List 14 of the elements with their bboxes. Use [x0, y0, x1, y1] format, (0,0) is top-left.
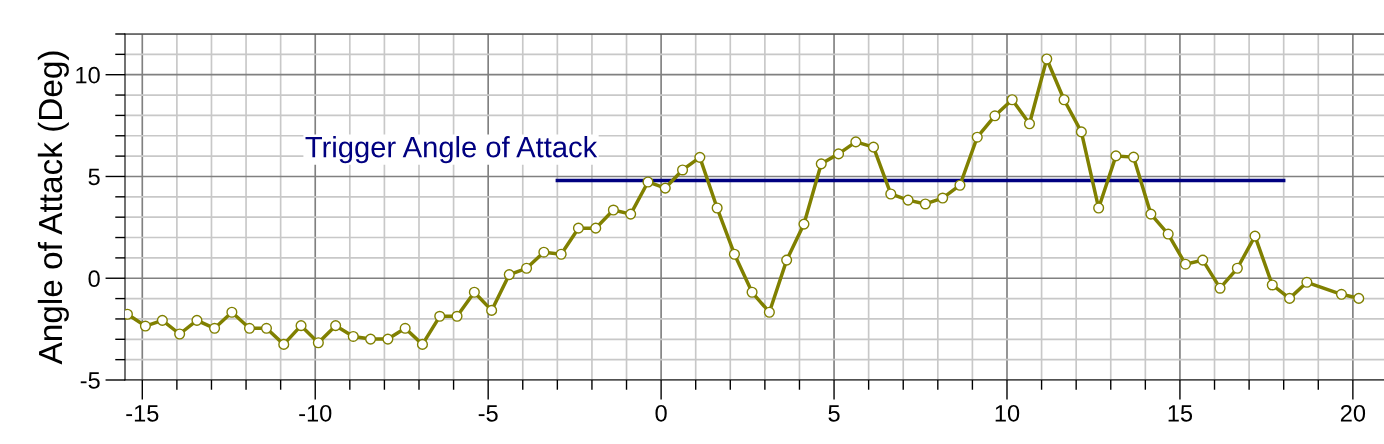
- y-tick-label: 5: [88, 168, 100, 186]
- x-tick-label: 0: [655, 404, 667, 422]
- y-tick-label: 10: [76, 66, 100, 84]
- x-tick-label: 10: [995, 404, 1020, 422]
- x-tick-label: -5: [478, 405, 498, 422]
- x-tick-label: 15: [1168, 405, 1193, 422]
- y-tick-label: -5: [80, 372, 100, 389]
- series-label: Trigger Angle of Attack: [305, 136, 598, 164]
- x-tick-label: 20: [1340, 404, 1366, 422]
- x-tick-label: 5: [828, 405, 840, 422]
- y-tick-label: 0: [88, 270, 100, 288]
- y-axis-title: Angle of Attack (Deg): [37, 51, 69, 365]
- x-tick-label: -15: [126, 405, 159, 422]
- x-tick-label: -10: [299, 404, 332, 422]
